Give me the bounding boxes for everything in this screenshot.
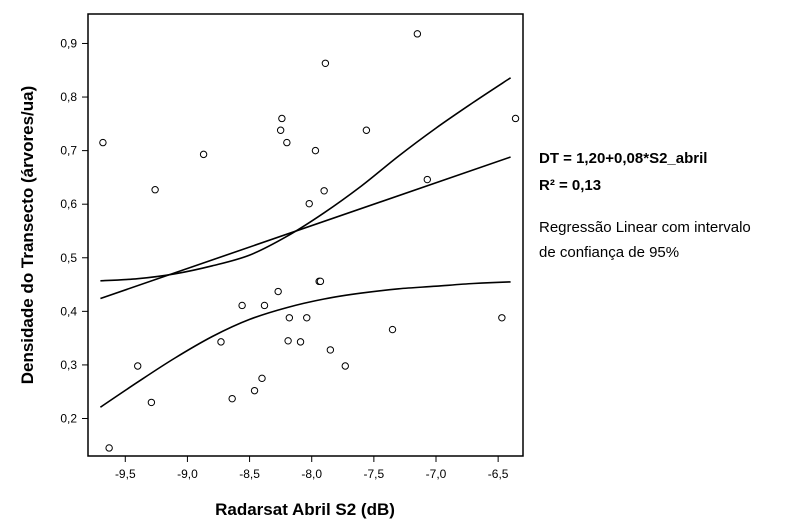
data-point (305, 199, 313, 208)
y-tick-label: 0,7 (60, 144, 77, 158)
data-point (423, 175, 431, 184)
data-point (258, 374, 266, 383)
data-point (151, 186, 159, 194)
data-point (260, 301, 269, 310)
regression-fit (100, 156, 511, 300)
x-tick-label: -8,0 (301, 467, 322, 481)
data-point (341, 362, 349, 370)
y-tick-label: 0,2 (60, 411, 77, 425)
regression-equation: DT = 1,20+0,08*S2_abril (539, 150, 708, 167)
data-point (199, 150, 208, 159)
data-point (320, 187, 328, 195)
data-point (498, 314, 506, 322)
data-point (326, 346, 335, 354)
x-axis-ticks: -9,5 -9,0 -8,5 -8,0 -7,5 -7,0 -6,5 (115, 456, 509, 481)
x-axis-title: Radarsat Abril S2 (dB) (215, 500, 395, 519)
data-point (362, 126, 371, 134)
x-tick-label: -7,0 (426, 467, 447, 481)
data-point (250, 386, 259, 395)
y-tick-label: 0,3 (60, 358, 77, 372)
x-tick-label: -8,5 (239, 467, 260, 481)
data-point (217, 338, 225, 346)
data-point (285, 314, 294, 322)
y-tick-label: 0,9 (60, 36, 77, 50)
data-point (278, 114, 286, 123)
description-line-1: Regressão Linear com intervalo (539, 219, 751, 236)
plot-area-frame (87, 13, 524, 457)
data-point (303, 314, 311, 322)
data-point (274, 287, 282, 296)
data-point (388, 325, 397, 334)
data-point (311, 146, 320, 155)
y-tick-label: 0,6 (60, 197, 77, 211)
confidence-lower-curve (99, 281, 511, 408)
data-points (99, 30, 520, 452)
data-point (238, 301, 246, 310)
description-line-2: de confiança de 95% (539, 244, 680, 261)
data-point (147, 398, 156, 407)
data-point (413, 30, 422, 38)
y-axis-ticks: 0,2 0,3 0,4 0,5 0,6 0,7 0,8 0,9 (60, 36, 88, 425)
y-tick-label: 0,8 (60, 90, 77, 104)
regression-line (100, 156, 511, 300)
data-point (511, 114, 520, 123)
x-tick-label: -7,5 (364, 467, 385, 481)
data-point (134, 362, 142, 370)
data-point (276, 126, 285, 134)
data-point (99, 138, 107, 147)
y-tick-label: 0,5 (60, 251, 77, 265)
x-tick-label: -9,5 (115, 467, 136, 481)
data-point (283, 138, 291, 147)
r-squared: R² = 0,13 (539, 177, 602, 194)
x-tick-label: -9,0 (177, 467, 198, 481)
data-point (316, 277, 325, 286)
data-point (296, 338, 305, 346)
x-tick-label: -6,5 (488, 467, 509, 481)
data-point (284, 337, 292, 345)
y-tick-label: 0,4 (60, 304, 77, 318)
data-point (228, 394, 236, 403)
data-point (321, 59, 330, 67)
y-axis-title: Densidade do Transecto (árvores/ua) (18, 86, 37, 385)
data-point (105, 444, 113, 452)
